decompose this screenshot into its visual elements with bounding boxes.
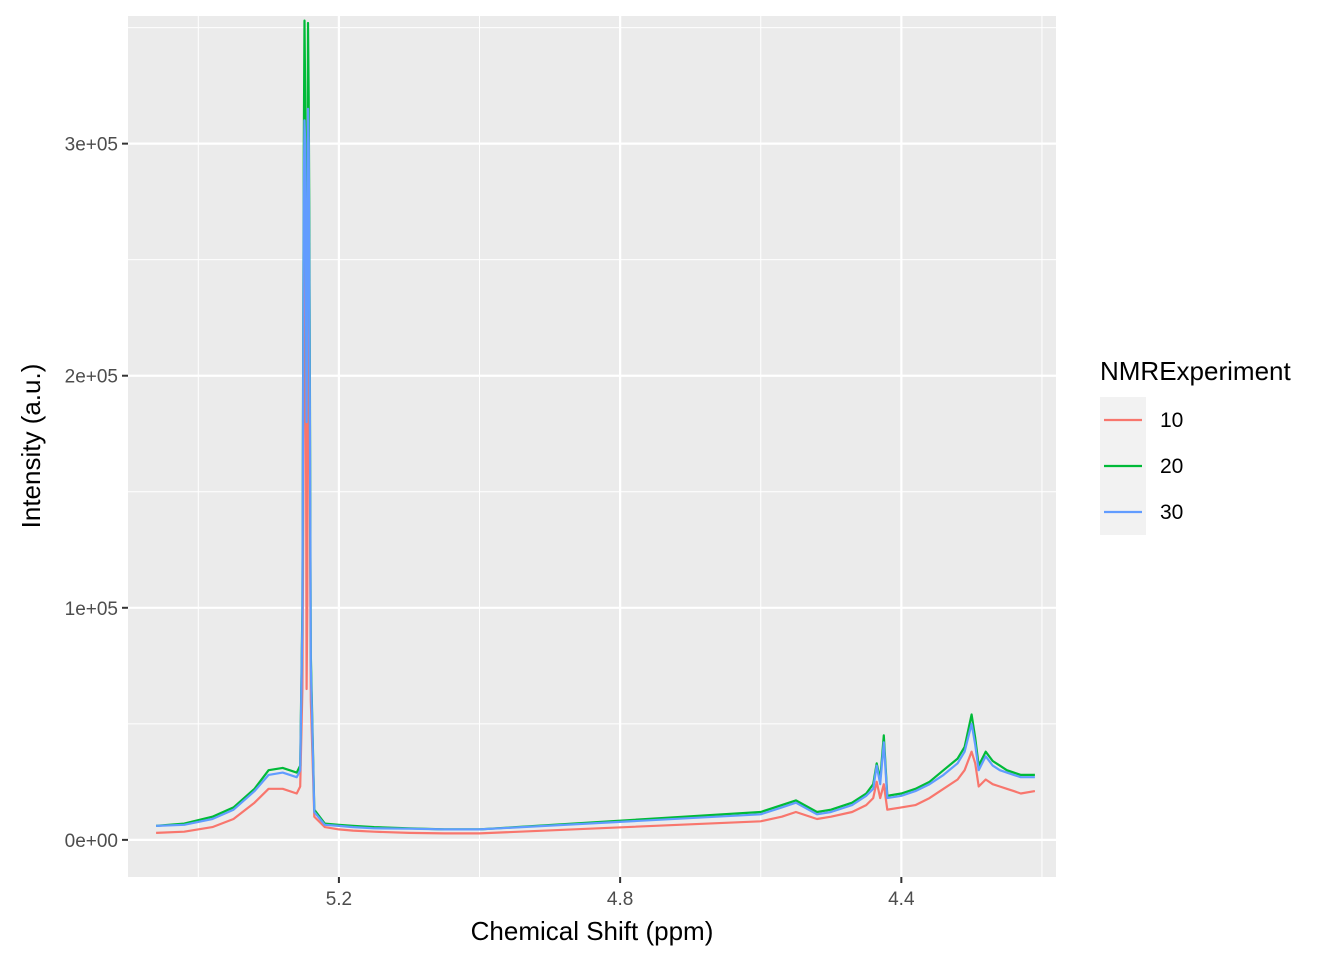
y-axis-title: Intensity (a.u.) bbox=[16, 364, 46, 529]
series-lines bbox=[156, 19, 1036, 835]
y-tick-label: 1e+05 bbox=[65, 599, 118, 620]
series-line-30 bbox=[156, 107, 1035, 831]
major-grid bbox=[128, 16, 1056, 877]
x-tick-label: 4.4 bbox=[888, 889, 915, 910]
legend-item-30: 30 bbox=[1100, 489, 1183, 535]
y-axis: 0e+00 1e+05 2e+05 3e+05 bbox=[65, 135, 128, 852]
x-tick-label: 4.8 bbox=[607, 889, 633, 910]
legend-item-10: 10 bbox=[1100, 397, 1183, 443]
minor-grid bbox=[128, 16, 1056, 877]
x-tick-label: 5.2 bbox=[326, 889, 352, 910]
legend-title: NMRExperiment bbox=[1100, 356, 1291, 386]
legend: NMRExperiment 10 20 30 bbox=[1100, 356, 1291, 535]
y-tick-label: 3e+05 bbox=[65, 135, 118, 156]
x-axis-title: Chemical Shift (ppm) bbox=[471, 916, 714, 946]
y-tick-label: 0e+00 bbox=[65, 831, 118, 852]
legend-label: 30 bbox=[1160, 501, 1183, 524]
y-tick-label: 2e+05 bbox=[65, 367, 118, 388]
plot-panel bbox=[128, 16, 1056, 877]
legend-item-20: 20 bbox=[1100, 443, 1183, 489]
legend-label: 20 bbox=[1160, 455, 1183, 478]
legend-label: 10 bbox=[1160, 409, 1183, 432]
x-axis: 5.2 4.8 4.4 bbox=[326, 877, 915, 910]
